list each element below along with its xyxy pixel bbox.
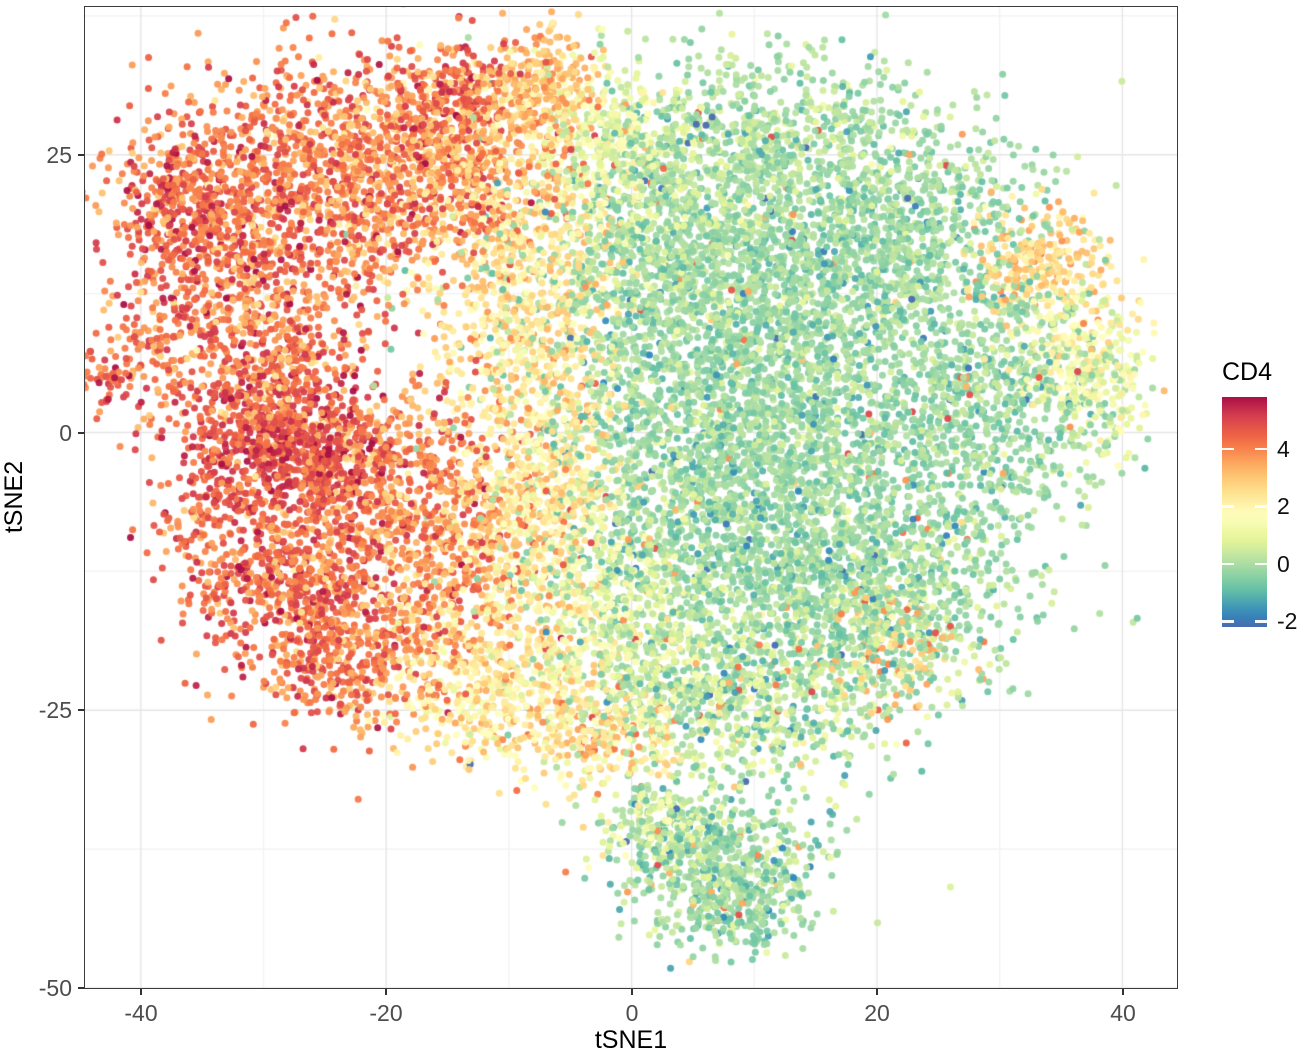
x-tick-label: 20 (864, 1000, 890, 1026)
colorbar-tick-dash (1255, 562, 1267, 565)
x-tick-mark (140, 989, 142, 995)
y-tick-mark (78, 432, 84, 434)
scatter-canvas (84, 6, 1177, 988)
colorbar-tick-dash (1222, 620, 1234, 623)
y-tick-mark (78, 709, 84, 711)
x-tick-label: -40 (124, 1000, 158, 1026)
y-tick-label: -25 (38, 697, 72, 723)
x-tick-label: 0 (625, 1000, 639, 1026)
x-tick-mark (385, 989, 387, 995)
y-tick-mark (78, 154, 84, 156)
colorbar-tick-dash (1222, 447, 1234, 450)
y-axis-title: tSNE2 (0, 460, 28, 534)
x-tick-mark (631, 989, 633, 995)
y-tick-label: 0 (59, 420, 72, 446)
colorbar-tick-dash (1255, 620, 1267, 623)
y-tick-label: -50 (38, 975, 72, 1001)
colorbar-gradient (1222, 397, 1267, 627)
colorbar-tick-dash (1255, 447, 1267, 450)
x-tick-mark (876, 989, 878, 995)
y-tick-label: 25 (46, 142, 72, 168)
y-tick-mark (78, 987, 84, 989)
x-tick-label: -20 (369, 1000, 403, 1026)
colorbar-tick-dash (1222, 505, 1234, 508)
legend-tick-label: 0 (1277, 551, 1290, 577)
legend-tick-label: 4 (1277, 436, 1290, 462)
x-axis-title: tSNE1 (594, 1026, 668, 1054)
legend-tick-label: 2 (1277, 493, 1290, 519)
colorbar-tick-dash (1222, 562, 1234, 565)
colorbar-tick-dash (1255, 505, 1267, 508)
x-tick-mark (1122, 989, 1124, 995)
x-tick-label: 40 (1110, 1000, 1136, 1026)
legend-title: CD4 (1222, 358, 1273, 386)
plot-panel (83, 5, 1178, 989)
legend-tick-label: -2 (1277, 608, 1298, 634)
